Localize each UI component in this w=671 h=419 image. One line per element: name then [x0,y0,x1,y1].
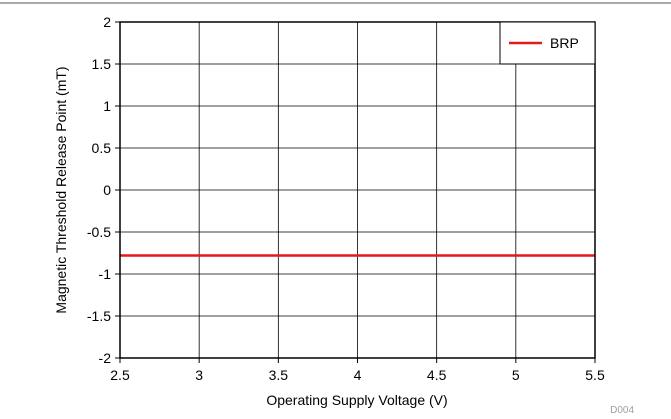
legend-label-brp: BRP [550,35,579,51]
plot-frame [119,21,596,359]
x-tick-label-6: 5.5 [585,367,605,383]
y-tick-label-2: 1 [103,98,111,114]
y-tick-label-5: -0.5 [87,224,111,240]
figure-id: D004 [610,405,634,416]
y-axis-title: Magnetic Threshold Release Point (mT) [53,66,69,313]
x-tick-label-4: 4.5 [427,367,447,383]
x-axis-title: Operating Supply Voltage (V) [266,392,447,408]
x-tick-label-2: 3.5 [269,367,289,383]
y-tick-label-8: -2 [99,350,112,366]
x-tick-label-1: 3 [195,367,203,383]
x-tick-label-0: 2.5 [110,367,130,383]
x-tick-labels: 2.5 3 3.5 4 4.5 5 5.5 [110,367,605,383]
x-tick-label-3: 4 [354,367,362,383]
y-tick-label-7: -1.5 [87,308,111,324]
y-tick-label-3: 0.5 [92,140,112,156]
legend: BRP [499,21,596,65]
y-tick-label-6: -1 [99,266,112,282]
y-tick-label-1: 1.5 [92,56,112,72]
x-tick-label-5: 5 [512,367,520,383]
y-tick-label-0: 2 [103,14,111,30]
y-tick-label-4: 0 [103,182,111,198]
y-tick-labels: 2 1.5 1 0.5 0 -0.5 -1 -1.5 -2 [87,14,111,366]
